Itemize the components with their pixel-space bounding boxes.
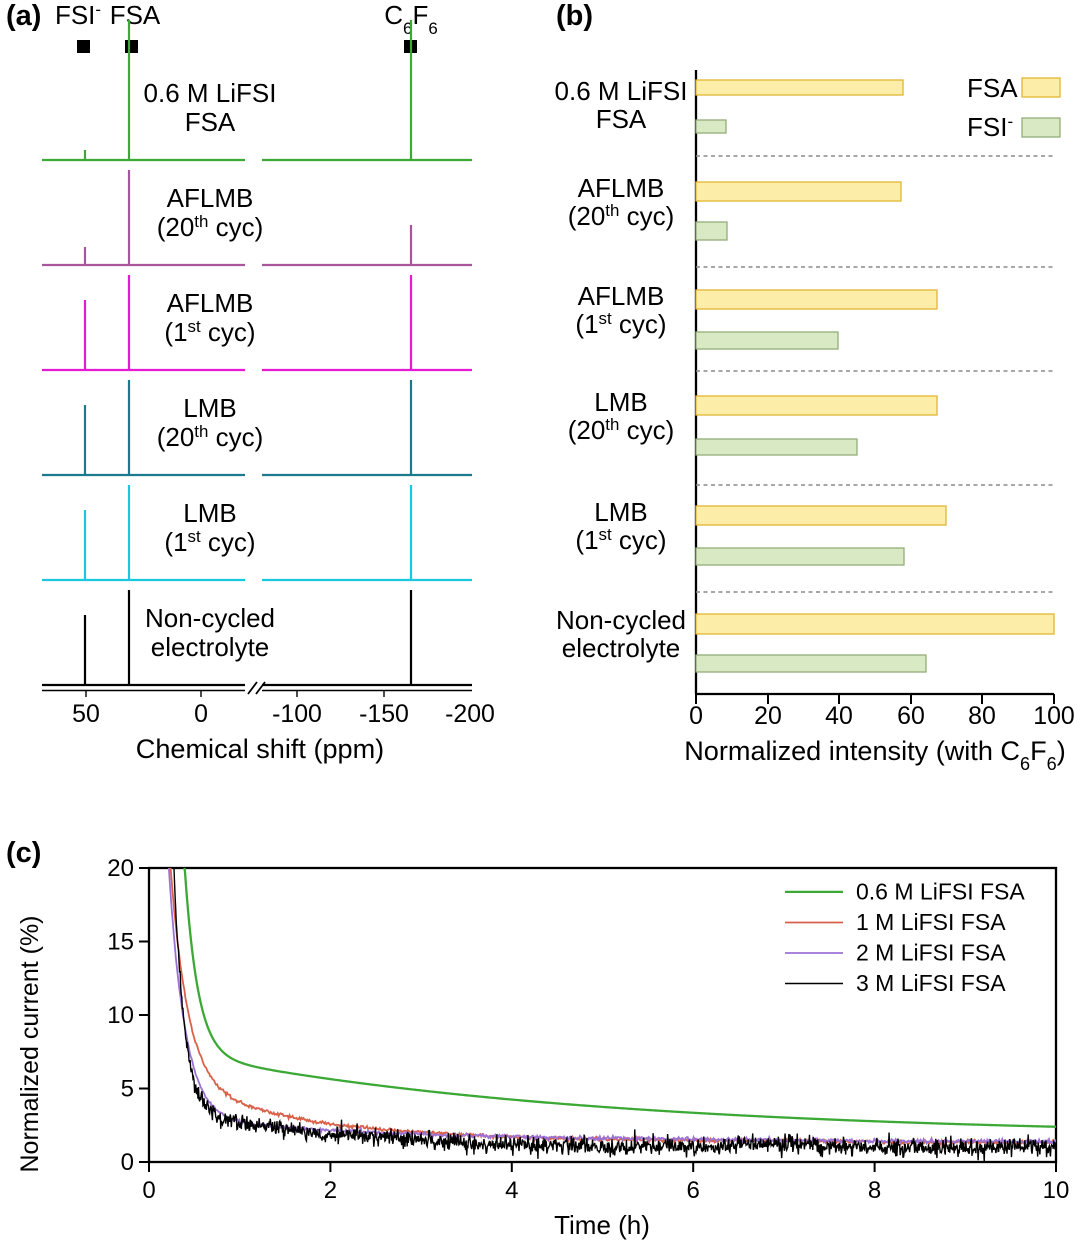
svg-text:AFLMB: AFLMB [167, 288, 254, 318]
svg-text:FSA: FSA [967, 73, 1018, 103]
svg-text:AFLMB: AFLMB [578, 173, 665, 203]
svg-text:2: 2 [324, 1177, 337, 1204]
svg-text:0: 0 [142, 1177, 155, 1204]
svg-text:10: 10 [107, 1002, 134, 1029]
svg-text:20: 20 [107, 855, 134, 882]
svg-text:(20th cyc): (20th cyc) [568, 201, 675, 232]
svg-text:0: 0 [121, 1149, 134, 1176]
svg-text:5: 5 [121, 1076, 134, 1103]
svg-text:(1st cyc): (1st cyc) [164, 527, 255, 558]
svg-text:0.6 M LiFSI: 0.6 M LiFSI [144, 78, 277, 108]
svg-text:8: 8 [868, 1177, 881, 1204]
svg-text:10: 10 [1043, 1177, 1070, 1204]
svg-text:(1st cyc): (1st cyc) [575, 525, 666, 556]
svg-text:LMB: LMB [594, 387, 647, 417]
svg-text:-150: -150 [359, 700, 409, 728]
svg-text:0: 0 [689, 702, 703, 730]
svg-text:4: 4 [505, 1177, 518, 1204]
svg-text:(20th cyc): (20th cyc) [157, 422, 264, 453]
svg-text:Chemical shift (ppm): Chemical shift (ppm) [136, 733, 384, 764]
svg-text:3 M LiFSI FSA: 3 M LiFSI FSA [856, 970, 1006, 996]
svg-text:-100: -100 [272, 700, 322, 728]
svg-text:FSA: FSA [110, 0, 161, 30]
svg-text:1 M LiFSI FSA: 1 M LiFSI FSA [856, 909, 1006, 935]
svg-text:LMB: LMB [183, 498, 236, 528]
svg-text:0.6 M LiFSI FSA: 0.6 M LiFSI FSA [856, 879, 1025, 905]
svg-text:FSI-: FSI- [967, 112, 1013, 143]
svg-text:60: 60 [897, 702, 925, 730]
svg-text:100: 100 [1033, 702, 1075, 730]
svg-text:-200: -200 [445, 700, 495, 728]
svg-text:FSA: FSA [596, 104, 647, 134]
svg-text:(1st cyc): (1st cyc) [164, 317, 255, 348]
svg-text:Normalized current (%): Normalized current (%) [16, 915, 44, 1172]
svg-text:(20th cyc): (20th cyc) [568, 415, 675, 446]
svg-text:(1st cyc): (1st cyc) [575, 309, 666, 340]
svg-text:40: 40 [825, 702, 853, 730]
svg-text:0: 0 [194, 700, 208, 728]
svg-text:2 M LiFSI FSA: 2 M LiFSI FSA [856, 940, 1006, 966]
svg-text:electrolyte: electrolyte [151, 632, 270, 662]
svg-text:LMB: LMB [594, 497, 647, 527]
svg-text:Normalized intensity (with C6F: Normalized intensity (with C6F6) [684, 735, 1066, 774]
svg-text:AFLMB: AFLMB [578, 281, 665, 311]
svg-text:LMB: LMB [183, 393, 236, 423]
svg-text:Non-cycled: Non-cycled [145, 603, 275, 633]
svg-text:(20th cyc): (20th cyc) [157, 212, 264, 243]
svg-text:80: 80 [968, 702, 996, 730]
svg-text:Time (h): Time (h) [554, 1210, 650, 1240]
svg-text:20: 20 [754, 702, 782, 730]
svg-text:0.6 M LiFSI: 0.6 M LiFSI [555, 76, 688, 106]
svg-text:AFLMB: AFLMB [167, 183, 254, 213]
svg-text:6: 6 [687, 1177, 700, 1204]
svg-text:15: 15 [107, 929, 134, 956]
svg-text:Non-cycled: Non-cycled [556, 605, 686, 635]
svg-text:electrolyte: electrolyte [562, 633, 681, 663]
svg-text:50: 50 [72, 700, 100, 728]
svg-text:FSA: FSA [185, 107, 236, 137]
svg-text:FSI-: FSI- [55, 0, 101, 30]
